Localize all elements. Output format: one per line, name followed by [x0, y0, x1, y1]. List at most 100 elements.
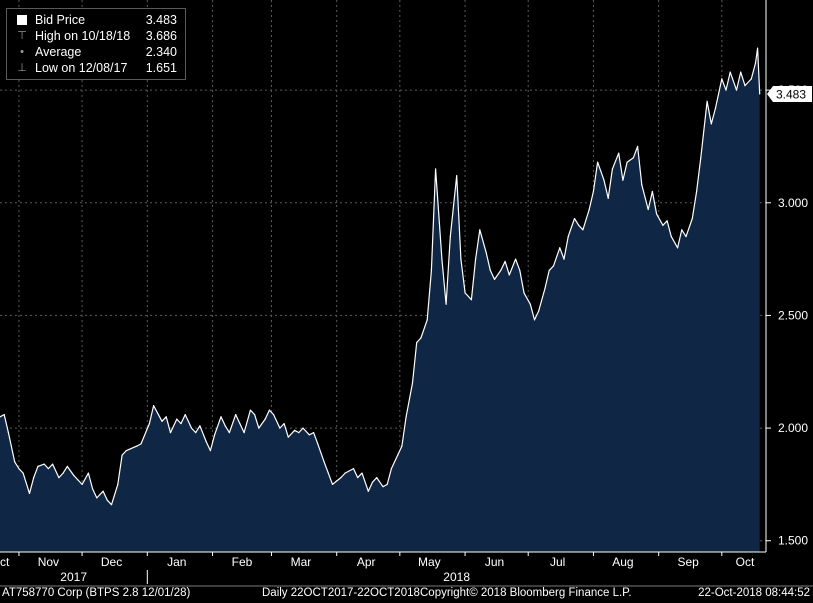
- price-point: [397, 454, 399, 456]
- price-point: [367, 490, 369, 492]
- price-point: [264, 418, 266, 420]
- price-point: [729, 71, 731, 73]
- price-point: [18, 468, 20, 470]
- price-point: [376, 477, 378, 479]
- price-point: [184, 413, 186, 416]
- current-value-tag: [767, 85, 812, 102]
- price-point: [390, 468, 393, 470]
- y-tick-label: 1.500: [778, 534, 808, 548]
- x-month-label: Aug: [612, 555, 633, 569]
- price-point: [411, 382, 414, 384]
- price-point: [714, 107, 717, 109]
- average-marker-icon: •: [20, 46, 24, 58]
- price-point: [220, 416, 222, 418]
- price-point: [77, 479, 79, 481]
- price-point: [449, 235, 451, 238]
- price-point: [573, 217, 576, 220]
- footer-security: AT758770 Corp (BTPS 2.8 12/01/28): [2, 587, 191, 599]
- x-month-label: Nov: [38, 555, 59, 569]
- price-point: [3, 413, 5, 416]
- price-point: [533, 319, 536, 321]
- price-point: [563, 258, 565, 260]
- price-point: [33, 477, 35, 479]
- low-marker-icon: ⊥: [17, 62, 27, 74]
- price-point: [552, 265, 555, 267]
- price-point: [73, 474, 75, 476]
- price-point: [426, 319, 428, 321]
- high-marker-icon: ⊤: [17, 30, 27, 42]
- price-point: [685, 235, 687, 238]
- price-point: [190, 427, 193, 429]
- price-point: [169, 431, 172, 434]
- price-point: [254, 413, 256, 416]
- price-point: [460, 258, 462, 260]
- price-point: [464, 292, 466, 294]
- price-point: [735, 89, 738, 91]
- footer-range: Daily 22OCT2017-22OCT2018: [262, 587, 420, 599]
- legend-low-value: 1.651: [145, 61, 177, 75]
- price-point: [514, 258, 517, 260]
- price-point: [317, 443, 319, 445]
- price-point: [523, 292, 525, 294]
- price-point: [470, 299, 472, 301]
- x-month-label: Sep: [677, 555, 699, 569]
- legend-row-average: • Average 2.340: [13, 44, 179, 60]
- price-point: [651, 190, 653, 193]
- price-point: [637, 145, 639, 148]
- price-point: [87, 472, 89, 474]
- x-month-label: Apr: [357, 555, 376, 569]
- price-point: [710, 123, 712, 125]
- price-point: [567, 235, 569, 238]
- price-point: [37, 465, 39, 467]
- legend-row-high: ⊤ High on 10/18/18 3.686: [13, 28, 179, 44]
- price-point: [294, 429, 296, 431]
- price-point: [405, 416, 407, 418]
- price-point: [344, 472, 346, 474]
- price-point: [7, 431, 10, 434]
- y-tick-label: 2.000: [778, 421, 808, 435]
- price-point: [677, 247, 679, 249]
- price-point: [228, 431, 230, 434]
- area-layer: [0, 47, 761, 552]
- price-point: [456, 175, 458, 177]
- price-point: [81, 483, 83, 486]
- price-point: [352, 468, 355, 470]
- price-point: [721, 78, 723, 80]
- x-month-label: Oct: [736, 555, 755, 569]
- price-point: [279, 427, 281, 429]
- legend-square-icon: [15, 12, 29, 30]
- price-point: [66, 465, 68, 467]
- price-point: [607, 197, 609, 199]
- price-point: [445, 303, 447, 305]
- price-point: [435, 168, 437, 170]
- price-point: [28, 492, 31, 495]
- price-point: [176, 418, 178, 420]
- price-point: [744, 85, 746, 87]
- price-point: [430, 269, 433, 271]
- price-point: [754, 62, 757, 64]
- price-point: [14, 461, 16, 463]
- price-point: [117, 483, 119, 486]
- price-point: [0, 416, 1, 418]
- price-point: [106, 499, 108, 501]
- price-point: [110, 504, 113, 506]
- price-point: [597, 161, 599, 163]
- price-point: [508, 274, 510, 276]
- price-point: [148, 422, 151, 425]
- price-point: [695, 190, 698, 193]
- price-point: [641, 184, 643, 186]
- price-point: [691, 217, 693, 220]
- price-point: [578, 224, 580, 226]
- price-point: [538, 310, 540, 312]
- x-month-label: Dec: [101, 555, 122, 569]
- price-point: [474, 258, 477, 260]
- price-point: [611, 168, 613, 170]
- price-point: [618, 152, 620, 154]
- price-point: [759, 93, 761, 95]
- x-month-label: Mar: [291, 555, 312, 569]
- price-point: [647, 208, 649, 211]
- price-point: [485, 251, 487, 253]
- x-month-label: Jan: [167, 555, 186, 569]
- price-point: [205, 441, 207, 443]
